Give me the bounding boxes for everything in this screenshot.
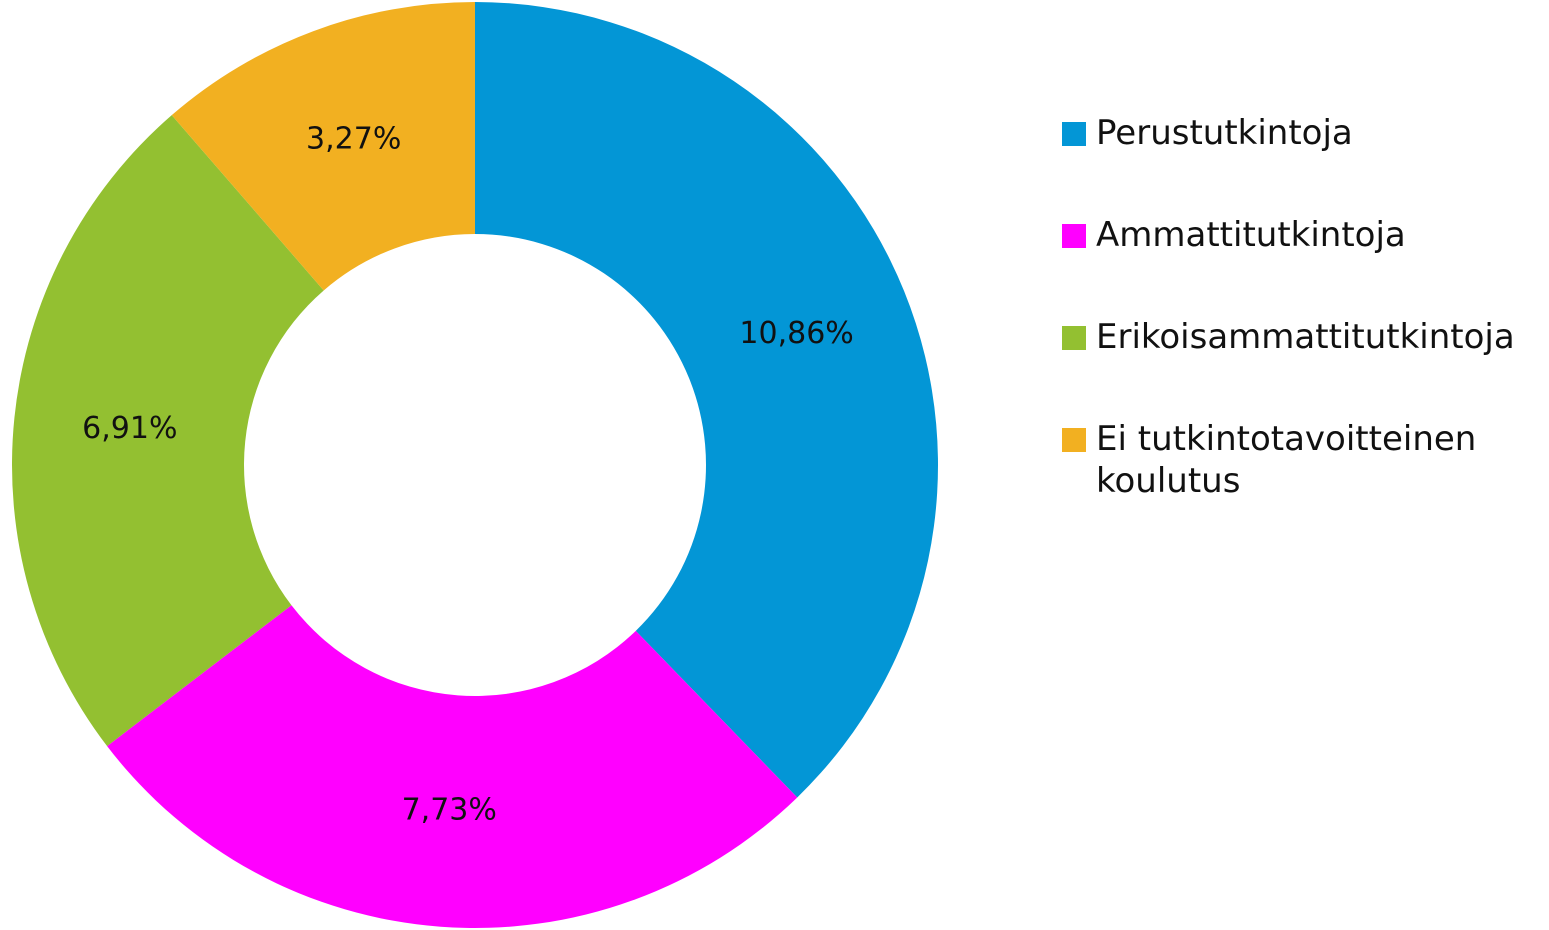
data-label: 3,27% <box>306 121 401 156</box>
legend-label: Ammattitutkintoja <box>1096 215 1406 255</box>
legend: Perustutkintoja Ammattitutkintoja Erikoisa… <box>1062 112 1532 562</box>
legend-swatch <box>1062 122 1086 146</box>
legend-item: Perustutkintoja <box>1062 112 1532 154</box>
legend-item: Erikoisammattitutkintoja <box>1062 316 1532 358</box>
legend-label: Ei tutkintotavoitteinen koulutus <box>1096 419 1477 501</box>
data-label: 10,86% <box>739 316 853 351</box>
legend-swatch <box>1062 428 1086 452</box>
legend-item: Ei tutkintotavoitteinen koulutus <box>1062 418 1532 502</box>
slice <box>107 605 798 929</box>
legend-label: Perustutkintoja <box>1096 113 1353 153</box>
slice <box>475 2 938 798</box>
legend-swatch <box>1062 326 1086 350</box>
legend-item: Ammattitutkintoja <box>1062 214 1532 256</box>
legend-swatch <box>1062 224 1086 248</box>
data-label: 7,73% <box>402 793 497 828</box>
slice <box>171 2 475 291</box>
legend-label: Erikoisammattitutkintoja <box>1096 317 1515 357</box>
data-label: 6,91% <box>82 411 177 446</box>
slice <box>11 115 324 747</box>
